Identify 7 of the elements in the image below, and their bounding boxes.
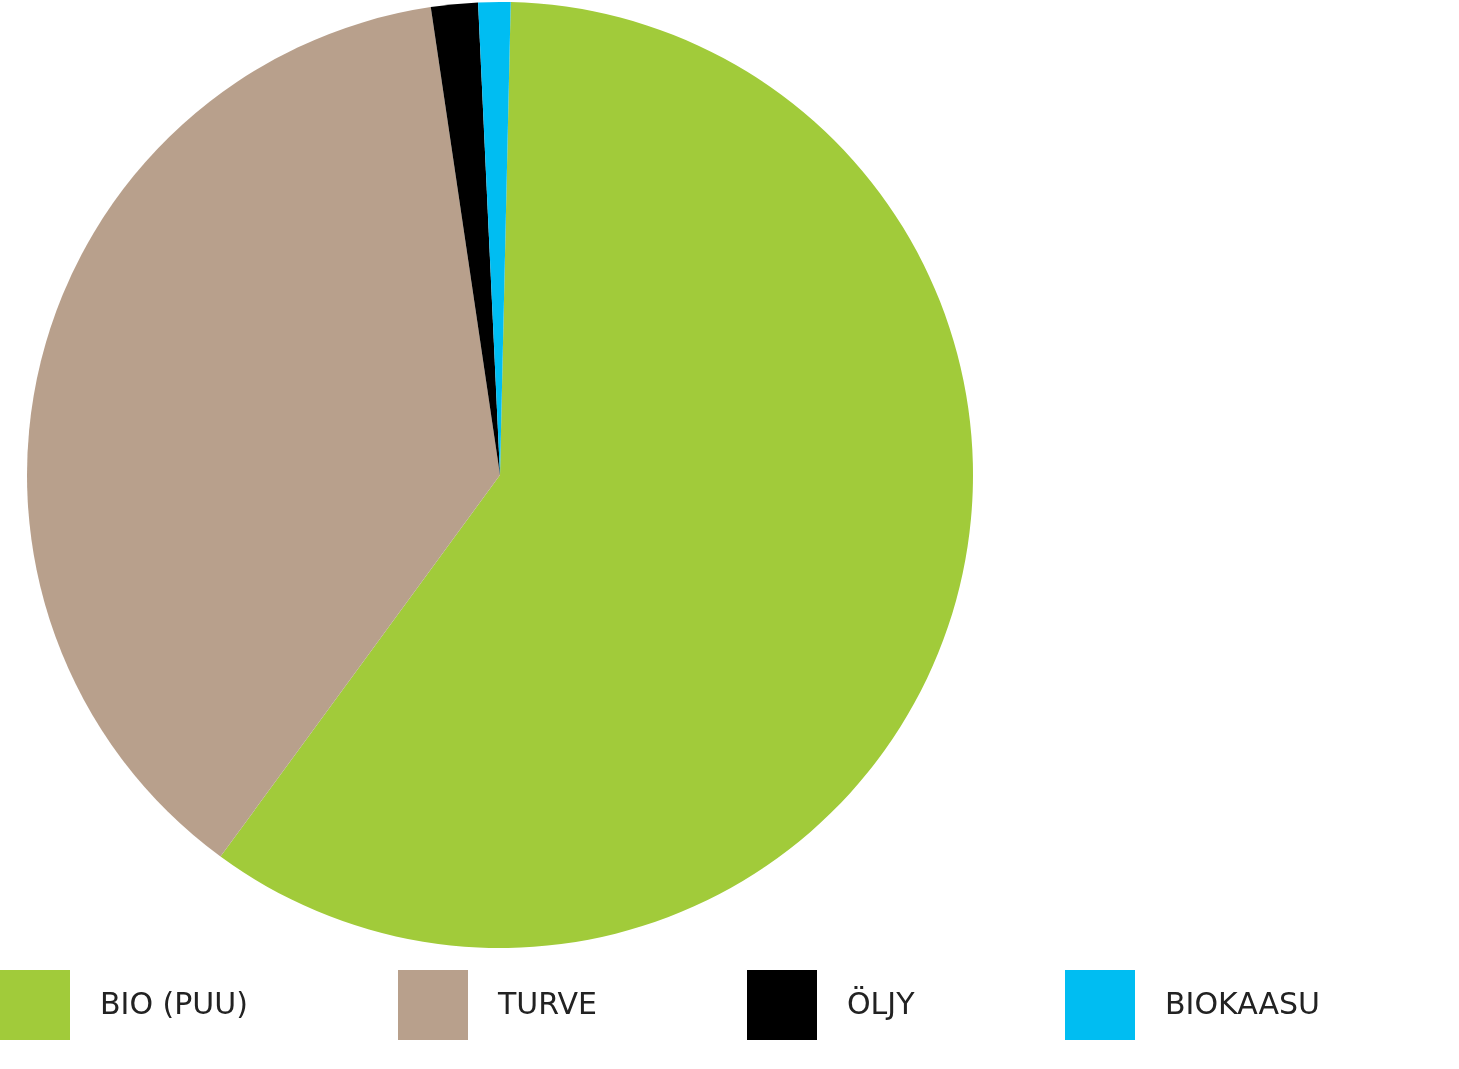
- pie-slice: [430, 2, 500, 475]
- legend-label: BIOKAASU: [1165, 986, 1321, 1021]
- legend-label: TURVE: [497, 986, 597, 1021]
- legend-label: ÖLJY: [847, 986, 916, 1021]
- pie-slice: [27, 7, 500, 857]
- pie-slice: [220, 2, 973, 948]
- legend-label: BIO (PUU): [100, 986, 248, 1021]
